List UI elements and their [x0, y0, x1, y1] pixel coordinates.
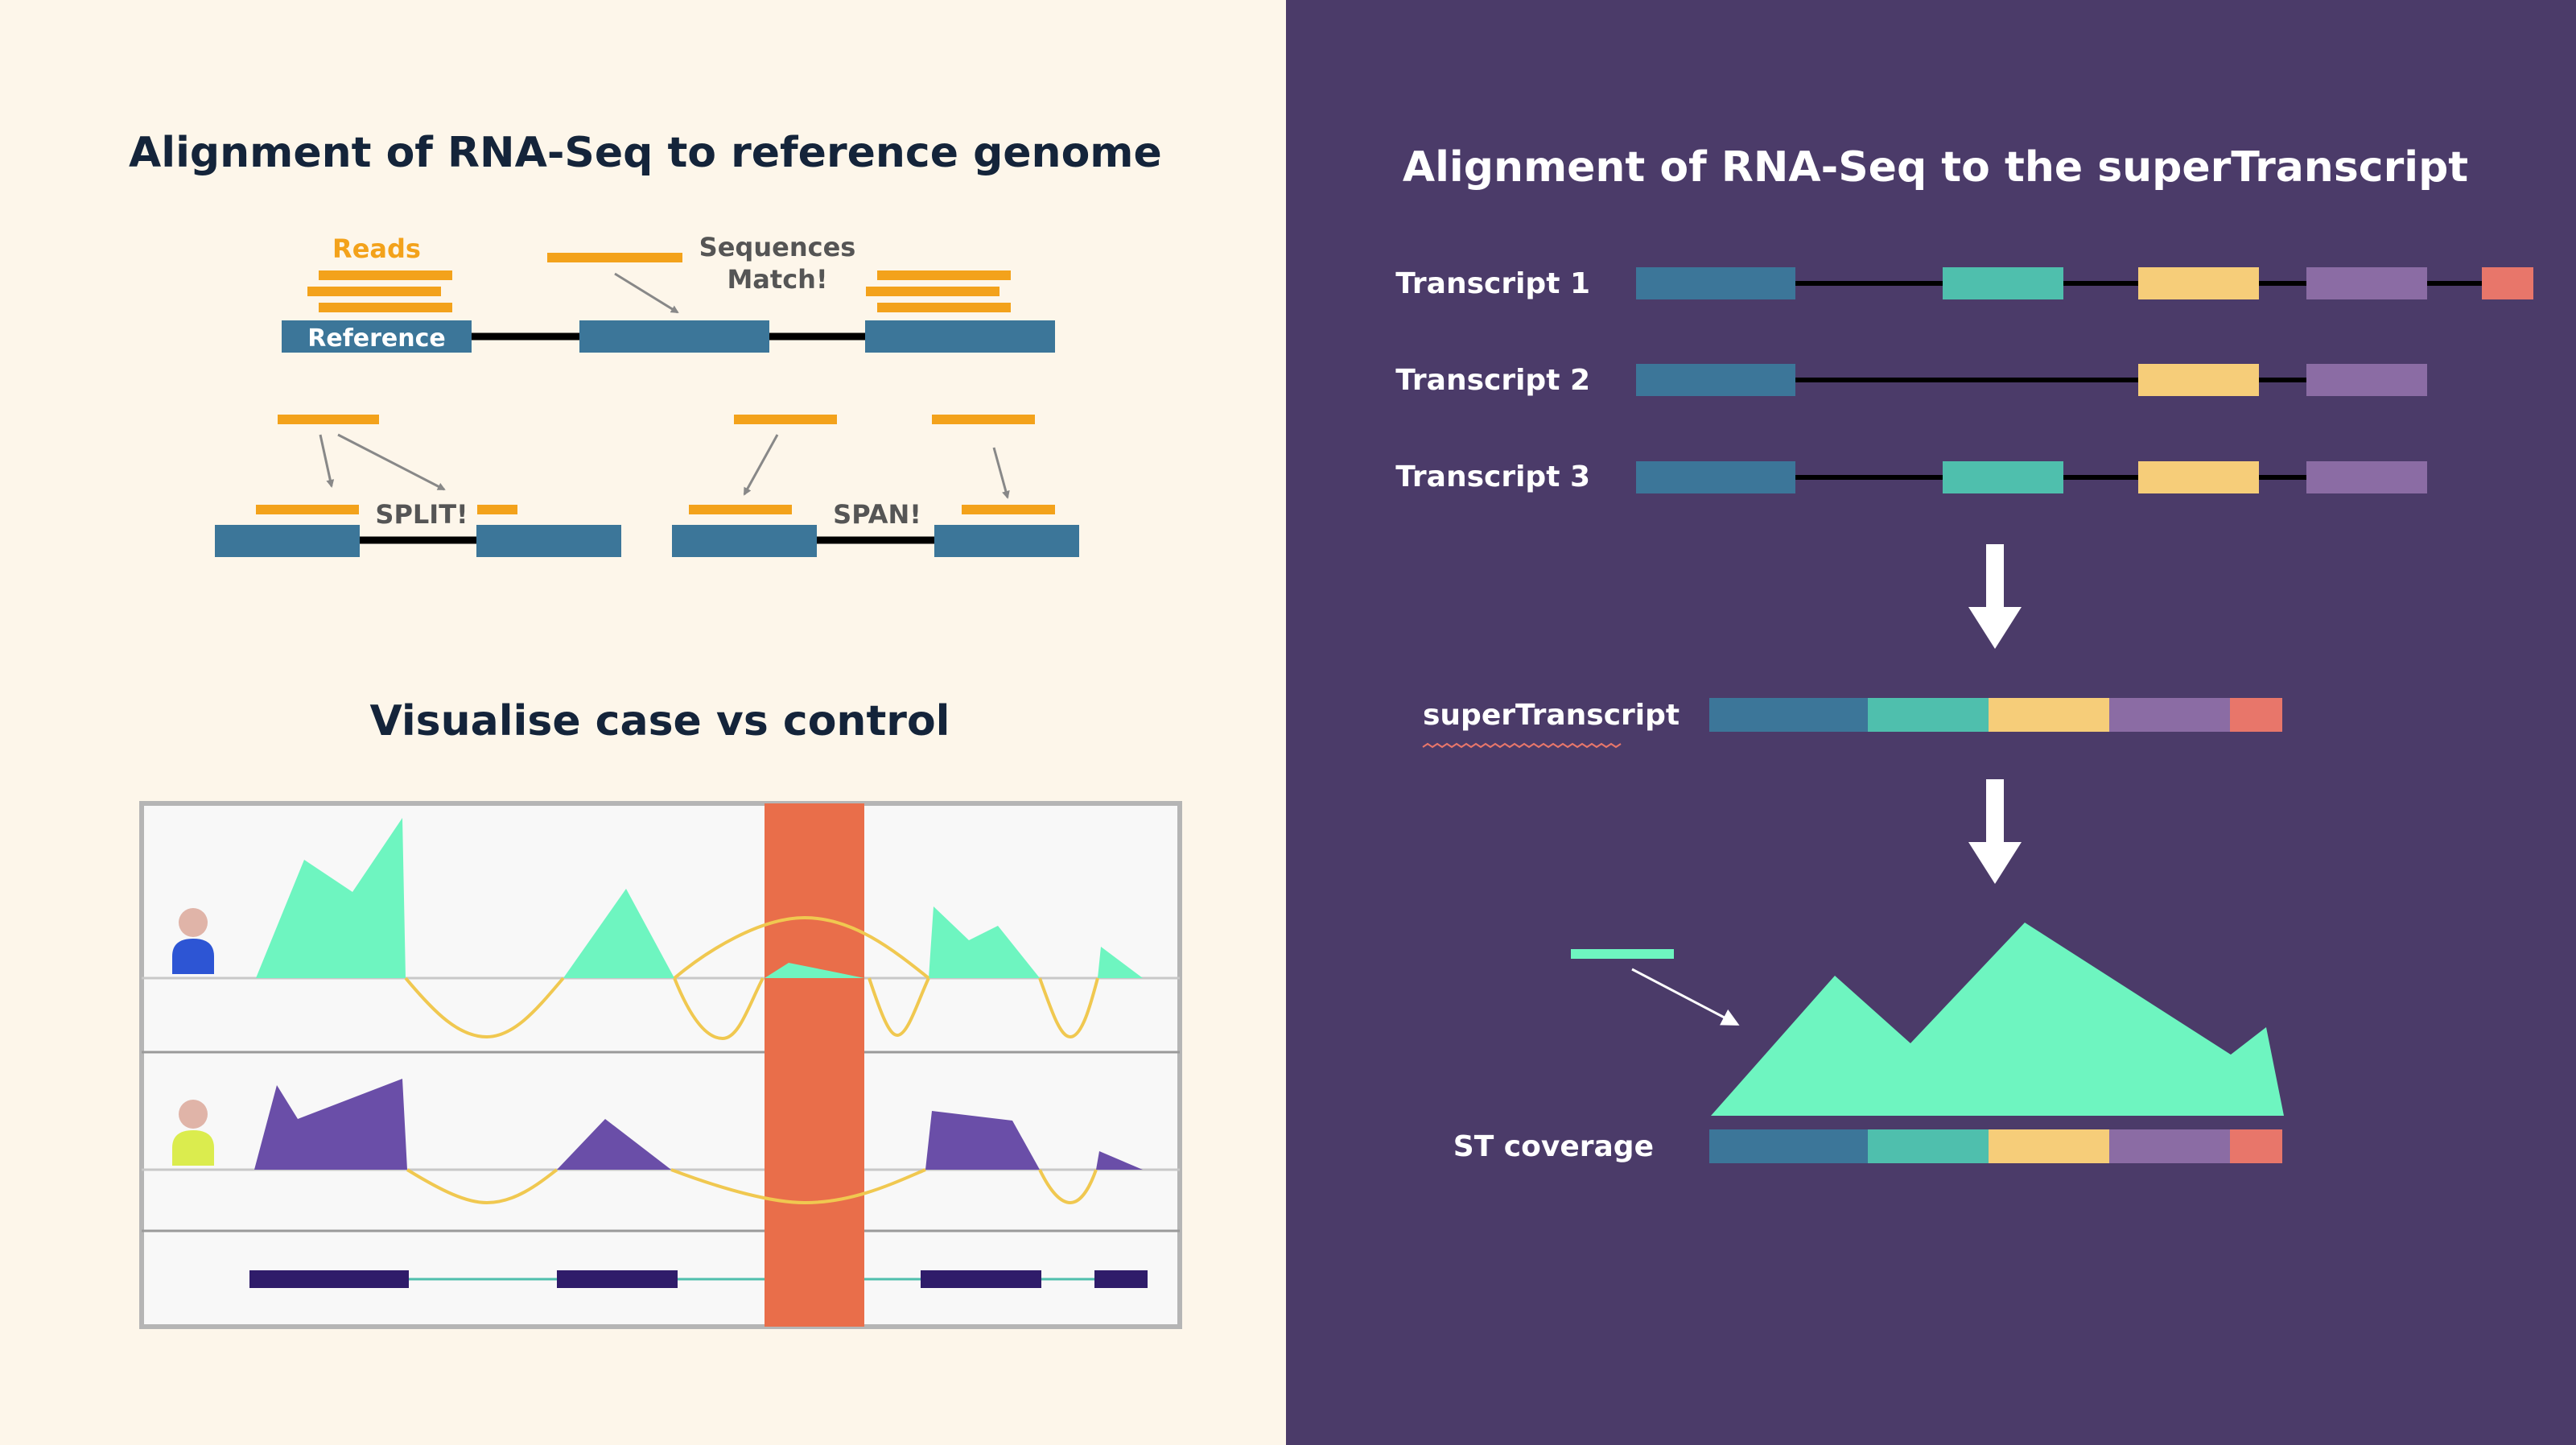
read [547, 253, 682, 262]
exon-blue [1636, 364, 1795, 396]
read [278, 415, 379, 424]
spellcheck-underline [1422, 742, 1622, 749]
reference-alignment-diagram: Reference Reads Sequences Match! SPLIT! [215, 232, 1079, 557]
st-exon-blue [1709, 698, 1869, 732]
plot-frame [139, 801, 1182, 1329]
case-coverage-peak [256, 818, 406, 978]
fold-change-curve [673, 977, 765, 1041]
gene-exon [557, 1270, 678, 1288]
case-control-plot [139, 801, 1182, 1329]
exon-purple [2306, 267, 2427, 299]
reads-label: Reads [332, 233, 421, 264]
transcript-1-label: Transcript 1 [1395, 267, 1590, 300]
read [734, 415, 837, 424]
reference-label: Reference [307, 324, 445, 353]
st-exon-blue [1709, 1129, 1869, 1163]
transcript-2-label: Transcript 2 [1395, 364, 1590, 397]
gene-exon [921, 1270, 1041, 1288]
split-exon [476, 525, 621, 557]
split-exon [215, 525, 360, 557]
gene-exon [1094, 1270, 1148, 1288]
read [307, 287, 441, 296]
span-exon [672, 525, 817, 557]
case-coverage-peak [563, 889, 674, 978]
down-arrow-icon [1968, 779, 2022, 884]
fold-change-curve [404, 976, 565, 1039]
span-arrow [743, 434, 779, 496]
read [962, 505, 1055, 514]
fold-change-curve [406, 1168, 558, 1205]
st-coverage-area [1711, 923, 2284, 1116]
read [256, 505, 359, 514]
highlight-region [765, 803, 864, 1327]
exon-purple [2306, 461, 2427, 493]
span-arrow [992, 447, 1010, 499]
split-label: SPLIT! [375, 499, 468, 530]
visualise-case-control-title: Visualise case vs control [369, 697, 950, 745]
case-coverage-peak [1098, 947, 1143, 978]
exon-yellow [2138, 461, 2259, 493]
st-exon-purple [2109, 698, 2231, 732]
match-label: Match! [727, 264, 827, 295]
read [689, 505, 792, 514]
exon-blue [1636, 461, 1795, 493]
fold-change-curve [670, 1168, 926, 1205]
transcript-3-label: Transcript 3 [1395, 460, 1590, 493]
down-arrow-icon [1968, 544, 2022, 649]
control-person-icon [172, 1100, 214, 1166]
exon-purple [2306, 364, 2427, 396]
fold-change-curve [868, 977, 930, 1038]
reference-exon [865, 320, 1055, 353]
fold-change-curve [1038, 977, 1099, 1039]
fold-change-curve [673, 915, 930, 980]
control-coverage-peak [254, 1079, 407, 1170]
alignment-reference-title: Alignment of RNA-Seq to reference genome [129, 129, 1162, 177]
read [932, 415, 1035, 424]
span-exon [934, 525, 1079, 557]
exon-yellow [2138, 267, 2259, 299]
supertranscript-label: superTranscript [1423, 699, 1680, 732]
control-coverage-peak [1096, 1151, 1143, 1170]
supertranscript-diagram: Transcript 1 Transcript 2 Transcript 3 s… [1395, 267, 2533, 1163]
st-exon-yellow [1989, 1129, 2110, 1163]
st-exon-red [2230, 1129, 2282, 1163]
mapped-read [1571, 949, 1674, 959]
case-coverage-peak [929, 906, 1040, 978]
split-arrow [319, 434, 335, 488]
exon-yellow [2138, 364, 2259, 396]
control-coverage-peak [557, 1119, 671, 1170]
read [866, 287, 999, 296]
case-coverage-peak [765, 963, 864, 978]
case-person-icon [172, 908, 214, 974]
read [877, 303, 1011, 312]
exon-blue [1636, 267, 1795, 299]
exon-teal [1943, 267, 2063, 299]
exon-red [2482, 267, 2533, 299]
alignment-supertranscript-title: Alignment of RNA-Seq to the superTranscr… [1402, 143, 2469, 192]
read [477, 505, 517, 514]
exon-teal [1943, 461, 2063, 493]
st-exon-red [2230, 698, 2282, 732]
control-coverage-peak [925, 1111, 1040, 1170]
st-coverage-label: ST coverage [1453, 1130, 1654, 1163]
read-map-arrow [1631, 968, 1740, 1026]
span-label: SPAN! [833, 499, 921, 530]
gene-exon [249, 1270, 409, 1288]
fold-change-curve [1038, 1169, 1098, 1205]
read [319, 270, 452, 280]
reference-exon [282, 320, 472, 353]
read [877, 270, 1011, 280]
st-exon-teal [1868, 698, 1989, 732]
split-arrow [337, 433, 446, 491]
match-arrow [614, 272, 679, 314]
st-exon-teal [1868, 1129, 1989, 1163]
st-exon-purple [2109, 1129, 2231, 1163]
sequences-label: Sequences [699, 232, 856, 262]
st-exon-yellow [1989, 698, 2110, 732]
read [319, 303, 452, 312]
reference-exon [579, 320, 769, 353]
